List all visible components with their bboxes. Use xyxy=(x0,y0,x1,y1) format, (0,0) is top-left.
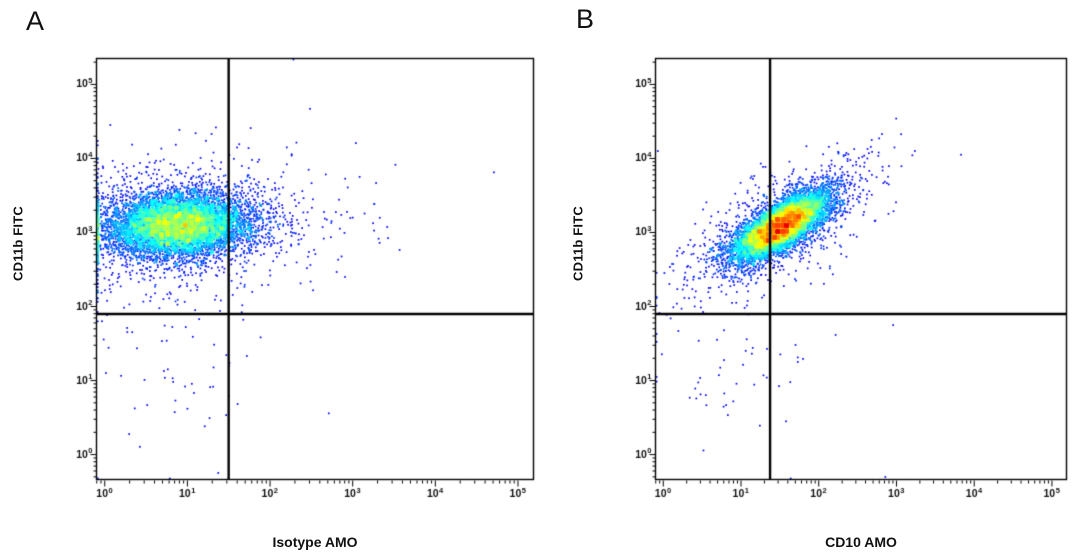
panel-a-y-axis-title: CD11b FITC xyxy=(10,206,26,281)
panel-b-dot-plot-canvas xyxy=(611,38,1075,506)
panel-a: A CD11b FITC Isotype AMO xyxy=(10,6,542,550)
panel-b-y-axis-title: CD11b FITC xyxy=(570,206,586,281)
panel-a-dot-plot-canvas xyxy=(52,38,542,506)
panel-b-x-axis-title: CD10 AMO xyxy=(825,534,897,550)
panel-b-letter: B xyxy=(576,4,595,34)
panel-a-x-axis-title: Isotype AMO xyxy=(272,534,358,550)
panel-a-letter: A xyxy=(26,6,45,36)
panel-b: B CD11b FITC CD10 AMO xyxy=(548,0,1080,554)
